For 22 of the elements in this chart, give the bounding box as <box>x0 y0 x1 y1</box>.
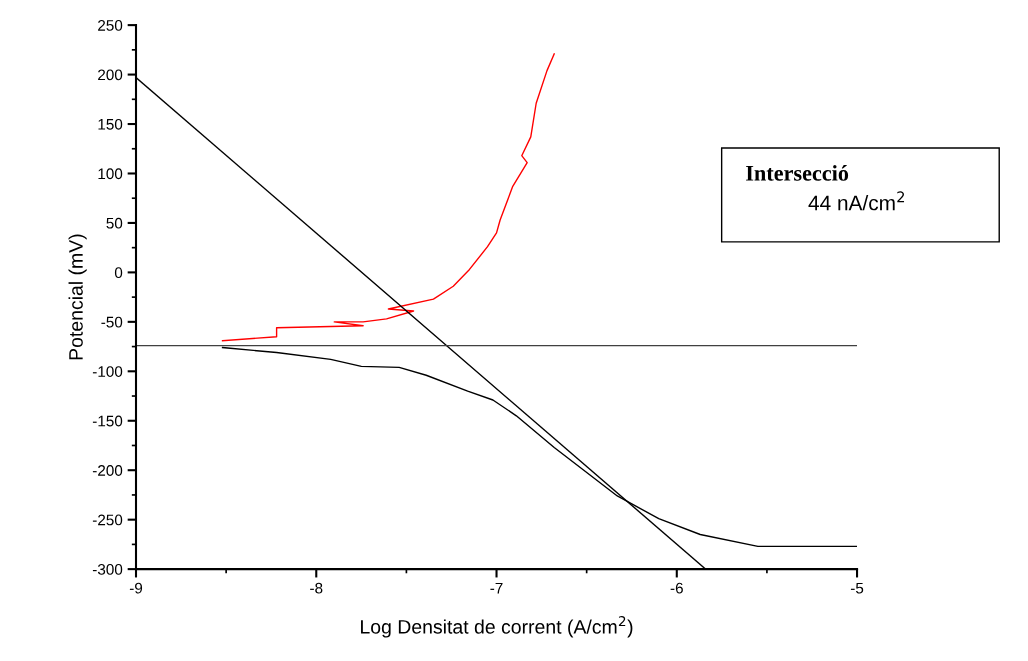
x-tick-label: -7 <box>490 582 503 594</box>
x-tick-label: -9 <box>129 582 143 594</box>
y-tick-label: 50 <box>106 217 123 229</box>
y-tick-label: -300 <box>92 563 123 575</box>
x-tick-label: -6 <box>670 582 683 594</box>
y-tick-label: 100 <box>98 168 123 180</box>
y-tick-label: -250 <box>92 514 123 526</box>
x-axis-title: Log Densitat de corrent (A/cm$^{2}$) <box>361 616 633 638</box>
y-tick-label: 0 <box>114 267 123 279</box>
y-tick-label: 150 <box>98 118 123 130</box>
annotation: 44 nA/cm$^{2}$ <box>808 191 905 211</box>
y-tick-label: -200 <box>92 465 123 476</box>
x-tick-label: -8 <box>310 582 323 594</box>
y-tick-label: 200 <box>98 69 123 81</box>
y-tick-label: -150 <box>92 415 123 427</box>
y-axis-title: Potencial (mV) <box>68 234 87 360</box>
y-tick-label: -100 <box>92 366 123 377</box>
x-tick-label: -5 <box>850 582 864 594</box>
y-tick-label: 250 <box>98 19 123 31</box>
line-series <box>221 53 555 342</box>
annotation: Intersecció <box>746 165 849 181</box>
y-tick-label: -50 <box>101 316 123 328</box>
